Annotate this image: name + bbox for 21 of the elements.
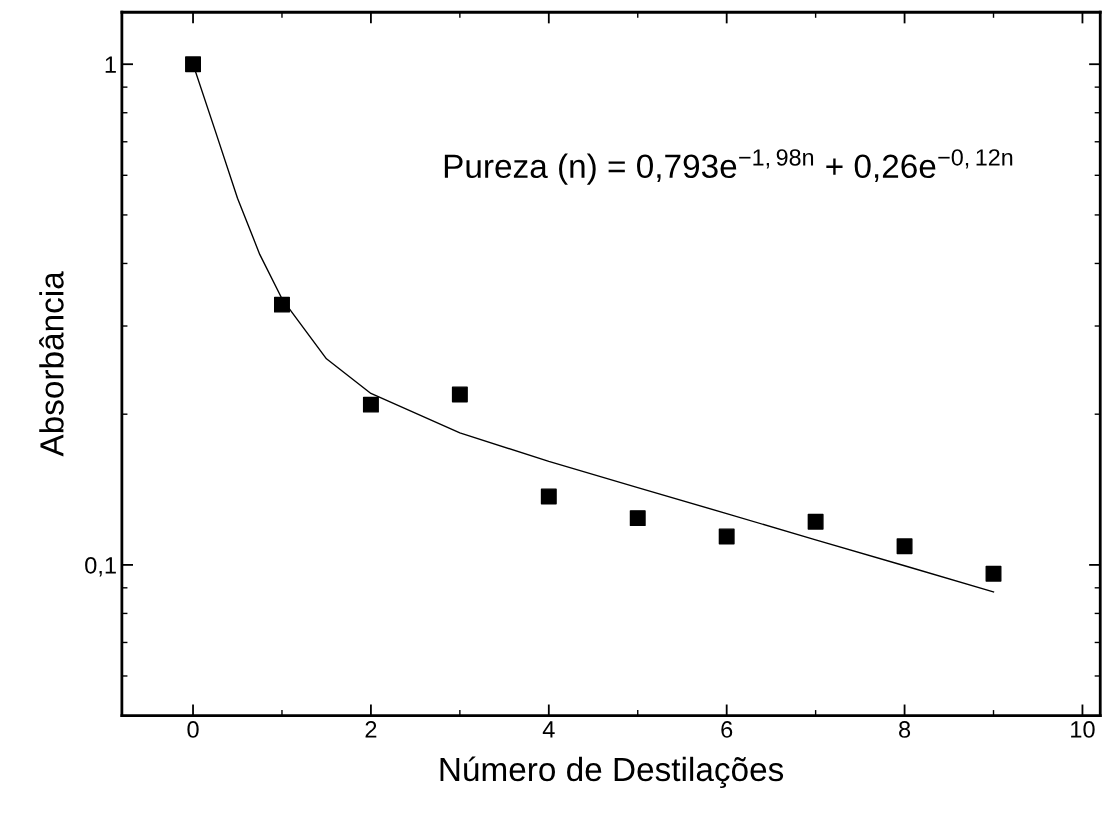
point [451, 386, 468, 403]
x-tick-label: 4 [542, 721, 555, 738]
x-tick-label: 10 [1071, 721, 1095, 738]
point [629, 510, 646, 527]
point [273, 296, 290, 313]
point [718, 528, 735, 545]
x-tick-label: 0 [187, 721, 199, 738]
point [185, 56, 202, 73]
y-axis-title: Absorbância [39, 271, 64, 457]
x-tick-label: 8 [899, 721, 911, 738]
x-tick-label: 6 [721, 721, 733, 738]
point [985, 565, 1002, 582]
point [362, 396, 379, 413]
y-tick-label: 1 [105, 56, 116, 73]
point [896, 538, 913, 555]
point [807, 513, 824, 530]
annotation: Pureza (n) = 0,793e$^{−1,98n}$ + 0,26e$^{−0,12n}$ [444, 149, 1013, 185]
x-axis-title: Número de Destilações [440, 756, 784, 788]
point [540, 488, 557, 505]
y-tick-label: 0,1 [85, 556, 116, 577]
x-tick-label: 2 [365, 721, 377, 738]
